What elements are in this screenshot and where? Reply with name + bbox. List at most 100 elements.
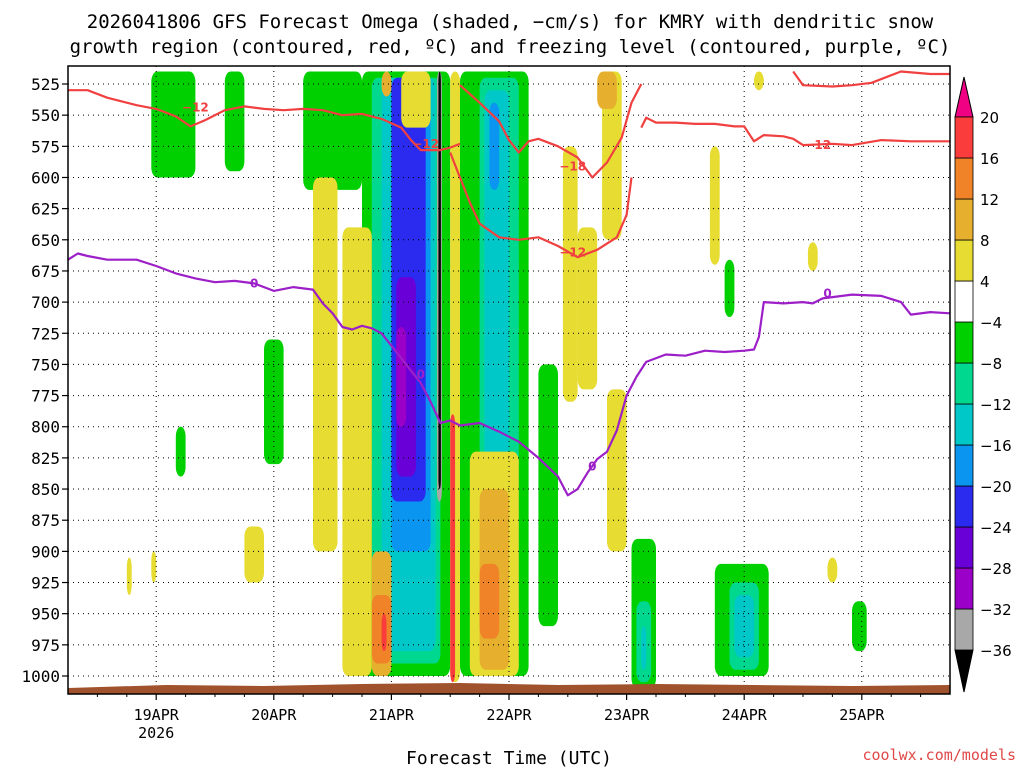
y-tick-label-725: 725 (31, 324, 60, 343)
y-tick-label-525: 525 (31, 75, 60, 94)
dgz-contour-label-2: −18 (559, 159, 586, 173)
omega-region-41 (126, 557, 132, 595)
y-tick-label-1000: 1000 (21, 667, 60, 686)
colorbar-bin-9 (954, 239, 974, 282)
x-tick-label-23APR: 23APR (604, 706, 650, 724)
omega-region-26 (438, 71, 441, 490)
x-tick-sublabel-19APR: 2026 (138, 724, 174, 742)
y-tick-label-850: 850 (31, 480, 60, 499)
omega-region-0 (151, 71, 196, 178)
colorbar-label-12: 16 (980, 150, 999, 168)
y-tick-label-875: 875 (31, 511, 60, 530)
dgz-contour-label-1: −12 (412, 137, 439, 151)
omega-region-2 (303, 71, 362, 190)
colorbar-bin-7 (954, 321, 974, 364)
y-tick-label-925: 925 (31, 574, 60, 593)
colorbar-label-9: 4 (980, 273, 990, 291)
colorbar-label-2: −28 (980, 560, 1012, 578)
x-tick-label-22APR: 22APR (486, 706, 532, 724)
colorbar-label-5: −16 (980, 437, 1012, 455)
dgz-contour-lower (449, 152, 633, 259)
dgz-contour-right (640, 116, 950, 147)
y-tick-label-600: 600 (31, 168, 60, 187)
freezing-contour-label-0: 0 (250, 276, 258, 290)
dgz-contour-mid-upper (459, 83, 643, 179)
terrain-fill (68, 683, 950, 694)
omega-region-36 (244, 526, 264, 583)
gridlines (68, 66, 950, 694)
x-tick-label-21APR: 21APR (369, 706, 415, 724)
omega-region-27 (342, 227, 372, 677)
dgz-contour-label-4: −12 (804, 138, 831, 152)
colorbar-label-7: −8 (980, 355, 1002, 373)
chart-title-line-2: growth region (contoured, red, ºC) and f… (70, 36, 951, 58)
omega-region-35 (607, 389, 627, 552)
omega-region-45 (381, 71, 392, 97)
omega-region-39 (807, 242, 818, 271)
x-axis-title: Forecast Time (UTC) (406, 748, 612, 768)
x-tick-label-20APR: 20APR (251, 706, 297, 724)
colorbar-bin-3 (954, 485, 974, 528)
omega-region-49 (381, 613, 387, 652)
omega-region-18 (641, 626, 647, 670)
colorbar-label-0: −36 (980, 642, 1012, 660)
colorbar-bin-6 (954, 362, 974, 405)
colorbar-bin-8 (954, 280, 974, 323)
dgz-contour-label-3: −12 (559, 245, 586, 259)
dgz-contour-top-right (792, 70, 950, 88)
omega-region-5 (538, 364, 558, 627)
freezing-contour-label-1: 0 (417, 367, 425, 381)
x-tick-label-19APR: 19APR (134, 706, 180, 724)
y-tick-label-575: 575 (31, 137, 60, 156)
y-tick-label-550: 550 (31, 106, 60, 125)
x-tick-label-25APR: 25APR (839, 706, 885, 724)
omega-region-32 (562, 146, 578, 402)
colorbar-label-6: −12 (980, 396, 1012, 414)
y-tick-label-775: 775 (31, 387, 60, 406)
omega-region-10 (852, 601, 867, 652)
omega-region-38 (754, 71, 764, 91)
chart-title-line-1: 2026041806 GFS Forecast Omega (shaded, −… (87, 11, 934, 33)
omega-region-47 (371, 594, 392, 664)
omega-region-40 (827, 557, 838, 583)
colorbar-bin-11 (954, 157, 974, 200)
omega-region-46 (597, 71, 617, 109)
y-tick-label-800: 800 (31, 418, 60, 437)
dgz-contour-label-0: −12 (182, 101, 209, 115)
colorbar-label-11: 12 (980, 191, 999, 209)
colorbar-label-10: 8 (980, 232, 990, 250)
colorbar-bin-2 (954, 526, 974, 569)
y-tick-label-950: 950 (31, 605, 60, 624)
colorbar-label-1: −32 (980, 601, 1012, 619)
omega-region-7 (175, 426, 186, 477)
y-axis: 525 550 575 600 625 650 675 700 725 750 775 800 825 8… (21, 75, 68, 686)
freezing-contour-label-2: 0 (588, 460, 596, 474)
y-tick-label-900: 900 (31, 542, 60, 561)
colorbar-bin-12 (954, 116, 974, 159)
omega-region-50 (450, 414, 456, 683)
colorbar-label-4: −20 (980, 478, 1012, 496)
colorbar-bin-4 (954, 444, 974, 487)
y-tick-label-650: 650 (31, 231, 60, 250)
y-tick-label-700: 700 (31, 293, 60, 312)
colorbar-label-3: −24 (980, 519, 1012, 537)
y-tick-label-825: 825 (31, 449, 60, 468)
freezing-level-contour (68, 252, 950, 497)
omega-region-1 (224, 71, 245, 172)
y-tick-label-750: 750 (31, 355, 60, 374)
colorbar-label-13: 20 (980, 109, 999, 127)
omega-region-48 (479, 563, 500, 639)
contour-layer: −12 −12 −18 −12 −12 0 0 0 0 (68, 70, 950, 497)
omega-shading-layer (126, 71, 867, 689)
colorbar: −36 −32 −28 −24 −20 −16 −12 −8 −4 4 8 12 16 20 (954, 76, 1012, 693)
y-tick-label-975: 975 (31, 636, 60, 655)
omega-region-17 (484, 90, 509, 527)
omega-region-42 (151, 551, 157, 583)
y-tick-label-675: 675 (31, 262, 60, 281)
colorbar-bin-5 (954, 403, 974, 446)
colorbar-bin-0 (954, 608, 974, 651)
omega-region-33 (577, 227, 598, 390)
colorbar-label-8: −4 (980, 314, 1002, 332)
